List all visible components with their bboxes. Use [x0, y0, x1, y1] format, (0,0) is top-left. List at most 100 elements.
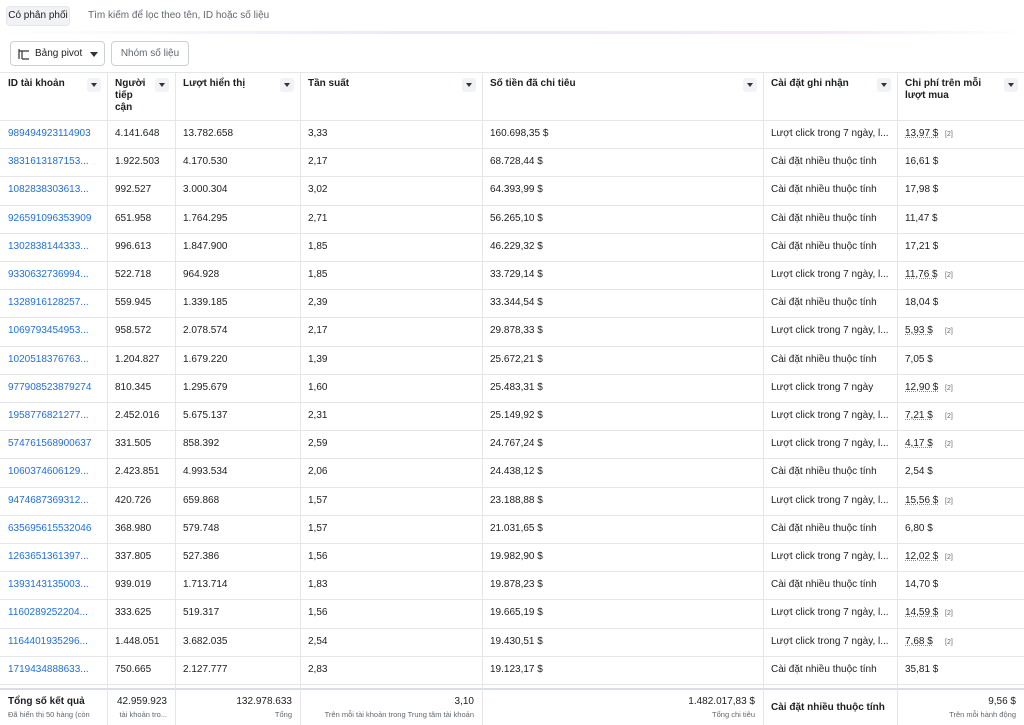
table-cell: 1.847.900 [183, 241, 228, 252]
table-cell: 19.430,51 $ [490, 636, 543, 647]
sort-menu-icon[interactable] [1004, 78, 1018, 92]
sort-menu-icon[interactable] [743, 78, 757, 92]
table-cell: 992.527 [115, 184, 152, 195]
sort-menu-icon[interactable] [155, 78, 169, 92]
column-divider [107, 688, 108, 725]
table-cell: 1,83 [308, 579, 328, 590]
account-id-link[interactable]: 1302838144333... [8, 241, 89, 252]
table-cell: 160.698,35 $ [490, 128, 549, 139]
table-cell: 2,54 [308, 636, 328, 647]
attribution-note: [2] [945, 639, 953, 646]
sort-menu-icon[interactable] [462, 78, 476, 92]
table-cell: 1.922.503 [115, 156, 160, 167]
table-cell: 4,17 $ [905, 438, 933, 449]
account-id-link[interactable]: 574761568900637 [8, 438, 92, 449]
table-cell: Cài đặt nhiều thuộc tính [771, 241, 877, 252]
account-id-link[interactable]: 1164401935296... [8, 636, 88, 647]
account-id-link[interactable]: 9474687369312... [8, 495, 89, 506]
account-id-link[interactable]: 1328916128257... [8, 297, 89, 308]
table-cell: 2.423.851 [115, 466, 160, 477]
sort-menu-icon[interactable] [280, 78, 294, 92]
footer-total: 3,10 [454, 696, 474, 707]
row-border [0, 233, 1024, 234]
row-border [0, 684, 1024, 685]
column-header[interactable]: ID tài khoản [8, 78, 65, 89]
account-id-link[interactable]: 3831613187153... [8, 156, 89, 167]
footer-total: Cài đặt nhiều thuộc tính [771, 702, 885, 713]
sort-menu-icon[interactable] [87, 78, 101, 92]
attribution-note: [2] [945, 441, 953, 448]
table-cell: 3.000.304 [183, 184, 228, 195]
footer-total: 42.959.923 [116, 696, 167, 707]
table-cell: 368.980 [115, 523, 152, 534]
table-cell: Cài đặt nhiều thuộc tính [771, 184, 877, 195]
row-border [0, 487, 1024, 488]
table-cell: 1.295.679 [183, 382, 228, 393]
account-id-link[interactable]: 926591096353909 [8, 213, 92, 224]
column-divider [897, 688, 898, 725]
table-cell: Lượt click trong 7 ngày, l... [771, 551, 889, 562]
table-cell: 2.452.016 [115, 410, 160, 421]
table-cell: 331.505 [115, 438, 152, 449]
account-id-link[interactable]: 1160289252204... [8, 607, 88, 618]
attribution-note: [2] [945, 385, 953, 392]
account-id-link[interactable]: 989494923114903 [8, 128, 91, 139]
attribution-note: [2] [945, 328, 953, 335]
table-cell: 25.672,21 $ [490, 354, 543, 365]
row-border [0, 571, 1024, 572]
metric-group-button[interactable]: Nhóm số liệu [111, 41, 189, 66]
table-cell: 33.344,54 $ [490, 297, 543, 308]
account-id-link[interactable]: 1958776821277... [8, 410, 89, 421]
column-header[interactable]: Chi phí trên mỗi lượt mua [905, 78, 982, 101]
column-header[interactable]: Lượt hiển thị [183, 78, 246, 89]
sort-menu-icon[interactable] [877, 78, 891, 92]
table-cell: 13.782.658 [183, 128, 234, 139]
account-id-link[interactable]: 1020518376763... [8, 354, 89, 365]
table-cell: 1.764.295 [183, 213, 228, 224]
table-cell: 24.767,24 $ [490, 438, 543, 449]
table-cell: 35,81 $ [905, 664, 939, 675]
account-id-link[interactable]: 635695615532046 [8, 523, 92, 534]
row-border [0, 346, 1024, 347]
table-cell: 333.625 [115, 607, 152, 618]
table-cell: 2,17 [308, 325, 328, 336]
search-input[interactable]: Tìm kiếm để lọc theo tên, ID hoặc số liệ… [88, 10, 270, 21]
table-cell: 659.868 [183, 495, 220, 506]
row-border [0, 176, 1024, 177]
table-cell: 29.878,33 $ [490, 325, 543, 336]
table-cell: 17,98 $ [905, 184, 939, 195]
column-header[interactable]: Số tiền đã chi tiêu [490, 78, 576, 89]
account-id-link[interactable]: 1719434888633... [8, 664, 89, 675]
table-cell: Lượt click trong 7 ngày, l... [771, 607, 889, 618]
row-border [0, 374, 1024, 375]
pivot-button[interactable]: Bảng pivot [10, 41, 105, 66]
table-cell: 337.805 [115, 551, 152, 562]
table-cell: Cài đặt nhiều thuộc tính [771, 579, 877, 590]
column-header[interactable]: Tần suất [308, 78, 350, 89]
account-id-link[interactable]: 1082838303613... [8, 184, 89, 195]
column-divider [482, 688, 483, 725]
table-cell: 996.613 [115, 241, 152, 252]
table-cell: 4.170.530 [183, 156, 228, 167]
table-cell: 2,59 [308, 438, 328, 449]
filter-chip[interactable]: Có phân phối [6, 6, 70, 26]
caret [90, 52, 98, 57]
row-border [0, 148, 1024, 149]
table-cell: 964.928 [183, 269, 220, 280]
account-id-link[interactable]: 977908523879274 [8, 382, 92, 393]
account-id-link[interactable]: 1069793454953... [8, 325, 89, 336]
account-id-link[interactable]: 1263651361397... [8, 551, 89, 562]
footer-caption: Tổng [274, 710, 292, 719]
account-id-link[interactable]: 1393143135003... [8, 579, 89, 590]
table-cell: 3.682.035 [183, 636, 228, 647]
table-cell: 19.878,23 $ [490, 579, 543, 590]
account-id-link[interactable]: 1060374606129... [8, 466, 89, 477]
table-cell: 858.392 [183, 438, 220, 449]
table-cell: 64.393,99 $ [490, 184, 543, 195]
column-header[interactable]: Người tiếp cận [115, 78, 146, 113]
column-divider [175, 72, 176, 725]
account-id-link[interactable]: 9330632736994... [8, 269, 89, 280]
column-header[interactable]: Cài đặt ghi nhận [771, 78, 849, 89]
table-cell: 2,06 [308, 466, 328, 477]
row-border [0, 599, 1024, 600]
